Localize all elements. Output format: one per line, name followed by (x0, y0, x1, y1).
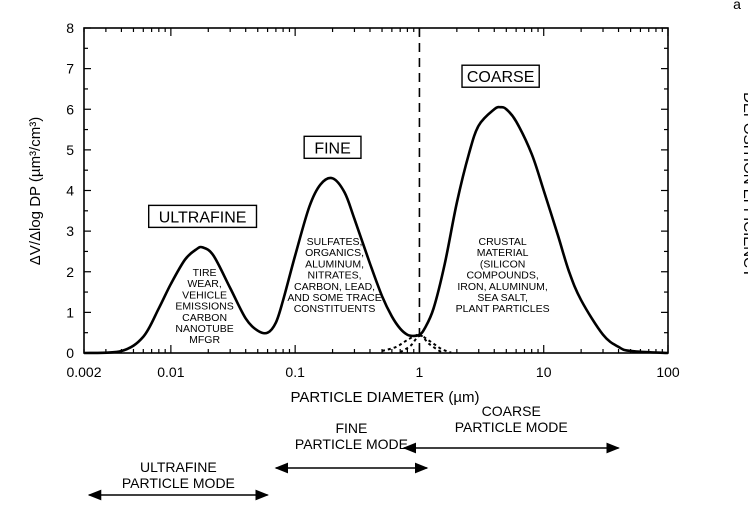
right-edge-text: DEPOSITION EFFICIENCY (740, 92, 748, 278)
composition-note-line: CRUSTAL (479, 236, 527, 248)
corner-text: a (733, 0, 741, 12)
x-tick-label: 0.01 (157, 364, 184, 380)
axis-ticks (83, 27, 669, 354)
overlap-dotted-curve-2 (399, 334, 452, 354)
composition-note-line: MFGR (189, 334, 220, 346)
mode-range-label: PARTICLE MODE (122, 475, 235, 491)
composition-note-line: MATERIAL (477, 247, 529, 259)
composition-note: SULFATES, ORGANICS, ALUMINUM, NITRATES, CARB… (287, 236, 381, 315)
y-tick-label: 0 (66, 345, 74, 361)
composition-note-line: ORGANICS, (305, 247, 364, 259)
composition-note-line: IRON, ALUMINUM, (457, 281, 547, 293)
mode-box-fine: FINE (303, 135, 362, 160)
x-tick-label: 10 (536, 364, 552, 380)
y-tick-label: 1 (66, 304, 74, 320)
composition-note-line: NITRATES, (308, 270, 362, 282)
x-axis-title: PARTICLE DIAMETER (µm) (291, 389, 480, 406)
plot-frame (83, 27, 669, 354)
composition-note-line: COMPOUNDS, (466, 270, 538, 282)
composition-note-line: CARBON (182, 312, 227, 324)
mode-box-label: COARSE (467, 69, 535, 86)
y-axis-title: ΔV/Δlog DP (µm³/cm³) (27, 117, 44, 265)
composition-note-line: TIRE (193, 267, 217, 279)
mode-box-frame (147, 204, 258, 229)
overlap-dotted-curve-1 (381, 333, 442, 354)
mode-range-label: FINE (335, 420, 367, 436)
distribution-curve (83, 105, 669, 355)
composition-note-line: VEHICLE (182, 289, 227, 301)
composition-note-line: ALUMINUM, (305, 258, 364, 270)
composition-note-line: CARBON, LEAD, (294, 281, 375, 293)
mode-range-label: ULTRAFINE (140, 459, 217, 475)
y-tick-label: 7 (66, 61, 74, 77)
x-tick-label: 0.1 (285, 364, 305, 380)
mode-box-label: ULTRAFINE (159, 209, 247, 226)
y-tick-label: 4 (66, 183, 74, 199)
composition-note-line: PLANT PARTICLES (456, 303, 550, 315)
axis-tick-labels: 0 1 2 3 4 5 6 7 8 0.002 0.01 0.1 1 10 100 (66, 20, 680, 380)
composition-note-line: AND SOME TRACE (287, 292, 381, 304)
mode-range-label: PARTICLE MODE (295, 436, 408, 452)
composition-note-line: SEA SALT, (477, 292, 528, 304)
series-lines (83, 105, 669, 355)
x-tick-label: 1 (416, 364, 424, 380)
mode-box-frame (303, 135, 362, 160)
y-tick-label: 5 (66, 142, 74, 158)
y-tick-label: 6 (66, 101, 74, 117)
composition-notes: TIRE WEAR, VEHICLE EMISSIONS CARBON NANOTUBE M… (175, 236, 549, 346)
composition-note: TIRE WEAR, VEHICLE EMISSIONS CARBON NANOTUBE M… (175, 267, 233, 346)
mode-box-coarse: COARSE (461, 64, 540, 88)
y-tick-label: 8 (66, 20, 74, 36)
mode-box-label: FINE (314, 140, 350, 157)
mode-range-label: COARSE (482, 403, 541, 419)
composition-note-line: WEAR, (187, 278, 221, 290)
composition-note-line: (SILICON (480, 258, 526, 270)
mode-box-frame (461, 64, 540, 88)
y-tick-label: 3 (66, 223, 74, 239)
composition-note-line: SULFATES, (307, 236, 363, 248)
composition-note-line: NANOTUBE (175, 323, 233, 335)
y-tick-label: 2 (66, 264, 74, 280)
composition-note-line: CONSTITUENTS (294, 303, 376, 315)
composition-note-line: EMISSIONS (175, 301, 233, 313)
mode-boxes: ULTRAFINE FINE COARSE (147, 64, 540, 229)
plot-border (83, 27, 669, 354)
composition-note: CRUSTAL MATERIAL (SILICON COMPOUNDS, IRON, A… (456, 236, 550, 315)
mode-range-label: PARTICLE MODE (455, 419, 568, 435)
x-tick-label: 0.002 (66, 364, 101, 380)
x-tick-label: 100 (656, 364, 680, 380)
mode-box-ultrafine: ULTRAFINE (147, 204, 258, 229)
